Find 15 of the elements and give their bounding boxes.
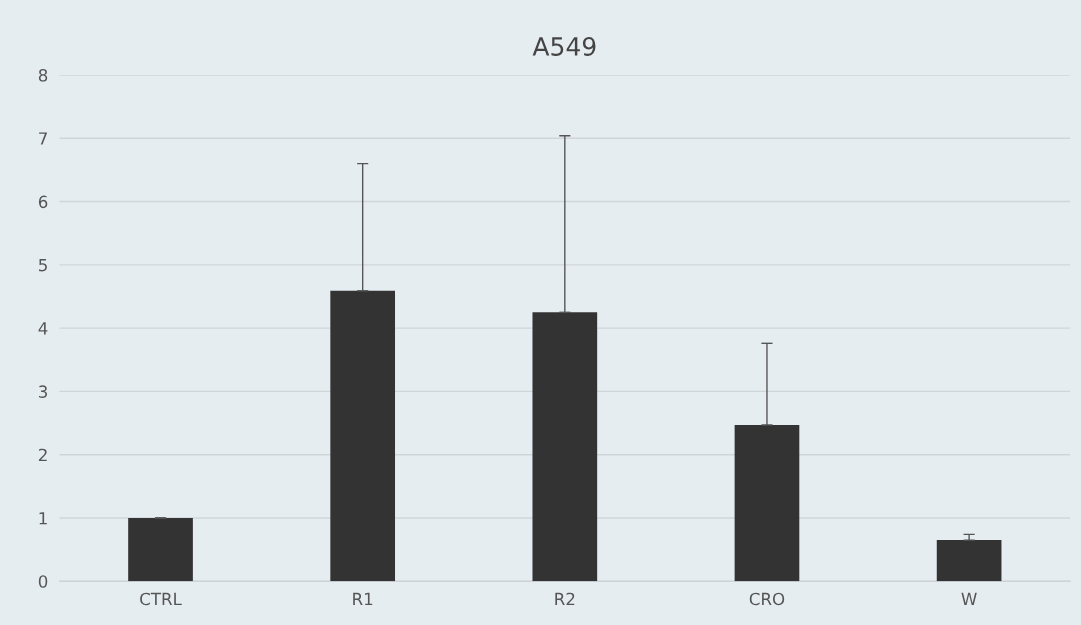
x-tick-label: W (961, 592, 977, 606)
y-tick-label: 7 (39, 132, 47, 145)
y-tick-label: 5 (39, 259, 47, 272)
y-tick-label: 6 (38, 195, 48, 209)
y-tick-label: 3 (39, 385, 48, 398)
y-tick-label: 4 (38, 322, 48, 335)
chart-title: A549 (532, 37, 596, 56)
x-tick-label: CTRL (140, 592, 182, 606)
y-tick-label: 0 (38, 575, 48, 588)
y-tick-label: 8 (38, 68, 48, 82)
x-tick-label: CRO (749, 592, 785, 606)
y-tick-label: 2 (38, 448, 47, 462)
x-tick-label: R2 (555, 592, 575, 606)
y-tick-label: 1 (39, 512, 47, 525)
x-tick-label: R1 (353, 592, 373, 606)
